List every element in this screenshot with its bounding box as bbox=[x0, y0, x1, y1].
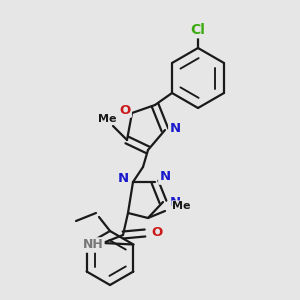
Text: Me: Me bbox=[172, 201, 190, 211]
Text: N: N bbox=[169, 122, 181, 134]
Text: NH: NH bbox=[82, 238, 103, 251]
Text: Me: Me bbox=[98, 114, 116, 124]
Text: O: O bbox=[152, 226, 163, 239]
Text: Cl: Cl bbox=[190, 23, 206, 37]
Text: N: N bbox=[159, 170, 171, 184]
Text: N: N bbox=[169, 196, 181, 208]
Text: N: N bbox=[117, 172, 129, 184]
Text: O: O bbox=[119, 103, 130, 116]
